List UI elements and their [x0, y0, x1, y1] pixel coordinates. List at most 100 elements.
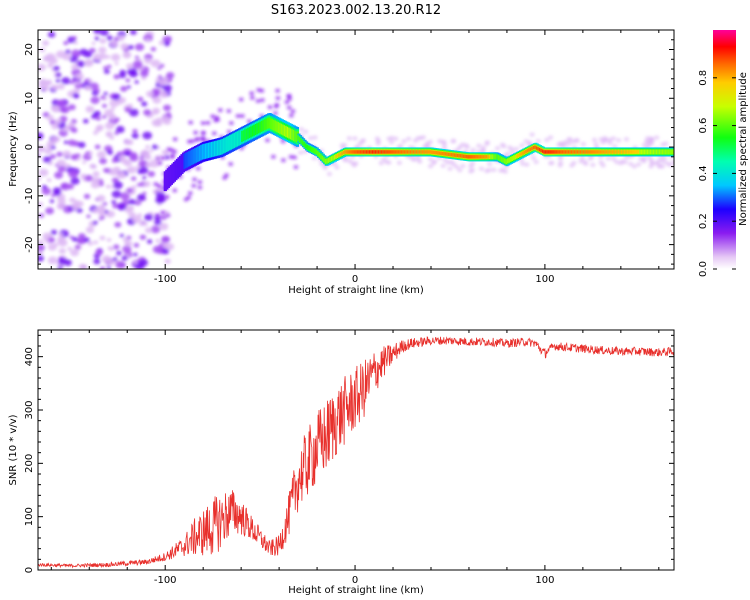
y-tick-label: 100: [24, 507, 35, 526]
noise-speckle: [95, 116, 102, 121]
noise-speckle: [142, 176, 147, 180]
noise-speckle: [56, 151, 63, 157]
halo-speckle: [530, 155, 536, 160]
noise-speckle: [92, 220, 98, 225]
halo-speckle: [186, 195, 192, 200]
noise-speckle: [124, 106, 132, 113]
colorbar: 0.0 0.2 0.4 0.6 0.8 Normalized spectral ampl…: [698, 30, 749, 277]
noise-speckle: [136, 182, 142, 187]
noise-speckle: [105, 212, 111, 217]
noise-speckle: [118, 97, 127, 104]
noise-speckle: [83, 193, 91, 200]
noise-speckle: [119, 233, 125, 238]
noise-speckle: [154, 219, 162, 226]
noise-speckle: [132, 60, 143, 69]
halo-speckle: [636, 162, 642, 167]
noise-speckle: [83, 50, 93, 58]
noise-speckle: [105, 184, 111, 189]
noise-speckle: [99, 30, 109, 36]
noise-speckle: [128, 108, 139, 117]
noise-speckle: [95, 89, 100, 93]
noise-speckle: [125, 78, 131, 83]
halo-speckle: [654, 135, 660, 140]
halo-speckle: [529, 132, 535, 137]
halo-speckle: [520, 161, 526, 166]
halo-speckle: [381, 157, 387, 162]
noise-speckle: [99, 38, 107, 44]
halo-speckle: [280, 158, 286, 163]
noise-speckle: [161, 235, 170, 243]
noise-speckle: [141, 101, 148, 107]
noise-speckle: [99, 157, 107, 165]
x-tick-label: 0: [352, 274, 358, 285]
spectrogram-frame: [37, 29, 675, 270]
halo-speckle: [504, 151, 510, 156]
noise-speckle: [106, 238, 112, 242]
noise-speckle: [106, 266, 112, 269]
colorbar-tick-label: 0.8: [698, 70, 709, 86]
halo-speckle: [153, 182, 159, 187]
noise-speckle: [161, 150, 167, 154]
halo-speckle: [188, 120, 194, 125]
halo-speckle: [648, 157, 654, 162]
halo-speckle: [424, 142, 430, 147]
noise-speckle: [57, 198, 66, 205]
noise-speckle: [155, 77, 161, 82]
noise-speckle: [41, 184, 48, 189]
halo-speckle: [249, 95, 255, 100]
halo-speckle: [275, 96, 281, 101]
noise-speckle: [134, 80, 139, 84]
halo-speckle: [470, 148, 476, 153]
noise-speckle: [150, 225, 161, 234]
halo-speckle: [259, 98, 265, 103]
halo-speckle: [524, 162, 530, 167]
halo-speckle: [393, 136, 399, 141]
halo-speckle: [226, 129, 232, 134]
halo-speckle: [374, 136, 380, 141]
noise-speckle: [45, 207, 55, 215]
noise-speckle: [94, 36, 100, 41]
noise-speckle: [113, 181, 123, 189]
noise-speckle: [136, 193, 146, 201]
noise-speckle: [144, 162, 151, 168]
halo-speckle: [217, 108, 223, 113]
halo-speckle: [628, 161, 634, 166]
halo-speckle: [611, 157, 617, 162]
noise-speckle: [127, 44, 134, 50]
halo-speckle: [616, 138, 622, 143]
halo-speckle: [548, 135, 554, 140]
noise-speckle: [93, 240, 99, 245]
noise-speckle: [127, 166, 137, 174]
x-tick-label: -100: [154, 575, 177, 586]
noise-speckle: [96, 194, 106, 202]
noise-speckle: [132, 215, 142, 224]
halo-speckle: [523, 139, 529, 144]
noise-speckle: [156, 117, 162, 122]
noise-speckle: [122, 245, 132, 253]
noise-speckle: [120, 85, 128, 92]
halo-speckle: [200, 130, 206, 135]
halo-speckle: [480, 145, 486, 150]
noise-speckle: [71, 203, 80, 210]
halo-speckle: [590, 162, 596, 167]
noise-speckle: [143, 181, 151, 187]
halo-speckle: [154, 213, 160, 218]
halo-speckle: [580, 142, 586, 147]
noise-speckle: [133, 261, 138, 265]
noise-speckle: [48, 57, 58, 65]
halo-speckle: [160, 156, 166, 161]
noise-speckle: [145, 90, 154, 98]
halo-speckle: [228, 121, 234, 126]
noise-speckle: [132, 185, 137, 189]
noise-speckle: [161, 248, 170, 255]
noise-speckle: [71, 64, 79, 70]
halo-speckle: [350, 161, 356, 166]
noise-speckle: [159, 63, 165, 68]
noise-speckle: [71, 236, 78, 242]
noise-speckle: [98, 46, 107, 54]
noise-speckle: [43, 86, 49, 92]
halo-speckle: [255, 98, 261, 103]
halo-speckle: [600, 163, 606, 168]
noise-speckle: [90, 96, 100, 105]
y-tick-label: 10: [24, 92, 35, 105]
